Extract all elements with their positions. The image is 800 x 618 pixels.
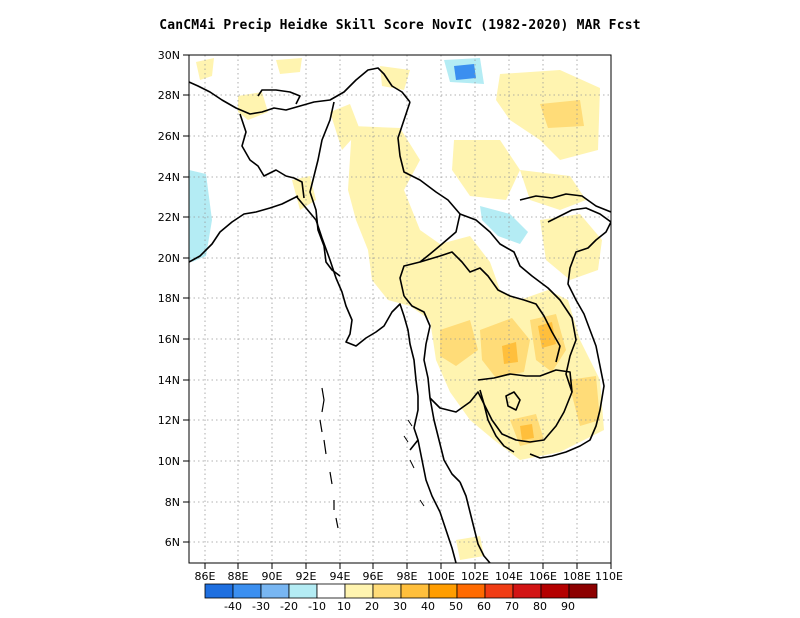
lon-label-102e: 102E: [461, 570, 489, 583]
lon-label-94e: 94E: [330, 570, 351, 583]
lon-label-98e: 98E: [397, 570, 418, 583]
vietnam-coast: [529, 207, 611, 459]
colorbar-label-20: 20: [365, 600, 379, 613]
thailand-laos-border: [419, 251, 561, 363]
lat-label-28n: 28N: [158, 89, 180, 102]
lon-label-86e: 86E: [195, 570, 216, 583]
colorbar-label-70: 70: [505, 600, 519, 613]
map-title: CanCM4i Precip Heidke Skill Score NovIC …: [159, 18, 641, 33]
x-ticks: [204, 563, 612, 569]
colorbar-swatch-4: [316, 583, 346, 599]
gulf-of-thailand-coast: [429, 391, 515, 453]
bhutan-border: [257, 89, 301, 105]
colorbar-swatch-12: [540, 583, 570, 599]
colorbar: [204, 583, 598, 599]
colorbar-swatch-0: [204, 583, 234, 599]
colorbar-swatch-8: [428, 583, 458, 599]
lat-label-26n: 26N: [158, 130, 180, 143]
colorbar-swatch-7: [400, 583, 430, 599]
lat-label-14n: 14N: [158, 374, 180, 387]
colorbar-label-60: 60: [477, 600, 491, 613]
map-frame: [188, 54, 612, 564]
colorbar-swatch-6: [372, 583, 402, 599]
bangladesh-border: [239, 113, 305, 199]
colorbar-swatch-11: [512, 583, 542, 599]
china-coast: [519, 193, 611, 213]
lat-labels: 6N 8N 10N 12N 14N 16N 18N 20N 22N 24N 26…: [158, 49, 180, 549]
colorbar-swatch-5: [344, 583, 374, 599]
lon-label-96e: 96E: [363, 570, 384, 583]
laos-vietnam-border: [459, 213, 577, 393]
strong-negative-region: [454, 64, 476, 80]
lat-label-24n: 24N: [158, 171, 180, 184]
lat-label-6n: 6N: [165, 536, 180, 549]
lon-labels: 86E 88E 90E 92E 94E 96E 98E 100E 102E 10…: [195, 570, 623, 583]
lon-label-92e: 92E: [296, 570, 317, 583]
high-skill-regions: [502, 322, 556, 440]
thailand-west-border: [403, 295, 461, 483]
y-ticks: [183, 54, 189, 543]
colorbar-label-80: 80: [533, 600, 547, 613]
colorbar-swatch-9: [456, 583, 486, 599]
lat-label-20n: 20N: [158, 252, 180, 265]
lat-label-30n: 30N: [158, 49, 180, 62]
lat-label-16n: 16N: [158, 333, 180, 346]
colorbar-label-30: 30: [393, 600, 407, 613]
lon-label-88e: 88E: [228, 570, 249, 583]
coastline-bay-of-bengal-west: [189, 195, 299, 263]
colorbar-label-50: 50: [449, 600, 463, 613]
colorbar-label-neg40: -40: [224, 600, 242, 613]
colorbar-label-neg30: -30: [252, 600, 270, 613]
colorbar-label-10: 10: [337, 600, 351, 613]
colorbar-swatch-2: [260, 583, 290, 599]
colorbar-swatch-3: [288, 583, 318, 599]
malay-peninsula-west: [417, 439, 457, 563]
colorbar-swatch-10: [484, 583, 514, 599]
lat-label-8n: 8N: [165, 496, 180, 509]
colorbar-swatch-1: [232, 583, 262, 599]
colorbar-label-90: 90: [561, 600, 575, 613]
colorbar-label-neg20: -20: [280, 600, 298, 613]
cambodia-border: [477, 369, 573, 443]
himalaya-border: [189, 67, 411, 115]
lon-label-90e: 90E: [262, 570, 283, 583]
tonle-sap: [505, 391, 521, 411]
colorbar-swatch-13: [568, 583, 598, 599]
colorbar-label-40: 40: [421, 600, 435, 613]
lat-label-10n: 10N: [158, 455, 180, 468]
lon-label-110e: 110E: [595, 570, 623, 583]
myanmar-west-border: [309, 101, 341, 277]
grid-lines: [189, 55, 611, 563]
myanmar-coast: [295, 195, 419, 451]
malay-peninsula: [459, 481, 491, 563]
china-myanmar-border: [397, 101, 461, 297]
colorbar-labels: -40 -30 -20 -10 10 20 30 40 50 60 70 80 …: [224, 600, 575, 613]
lat-label-18n: 18N: [158, 292, 180, 305]
mergui-islands: [403, 419, 425, 507]
andaman-islands: [319, 387, 339, 529]
skill-shading: [189, 58, 604, 560]
lon-label-100e: 100E: [427, 570, 455, 583]
lat-label-12n: 12N: [158, 414, 180, 427]
colorbar-label-neg10: -10: [308, 600, 326, 613]
lat-label-22n: 22N: [158, 211, 180, 224]
lon-label-108e: 108E: [563, 570, 591, 583]
lon-label-106e: 106E: [529, 570, 557, 583]
coastlines-borders: [189, 67, 611, 563]
lon-label-104e: 104E: [495, 570, 523, 583]
